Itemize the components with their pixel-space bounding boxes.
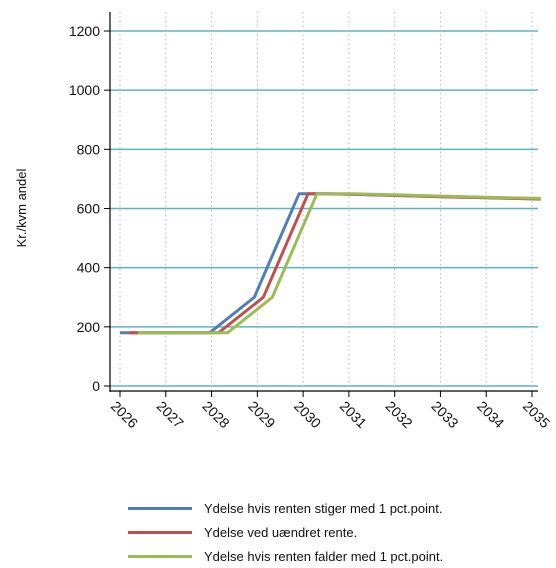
x-tick-label-2032: 2032	[383, 398, 416, 431]
legend-label: Ydelse ved uændret rente.	[204, 524, 358, 540]
series-line-3	[137, 192, 542, 335]
x-tick-labels: 2026 2027 2028 2029 2030 2031 2032 2033 2034 2035	[108, 391, 553, 431]
legend-label: Ydelse hvis renten stiger med 1 pct.poin…	[204, 500, 443, 516]
y-tick-label-600: 600	[77, 201, 101, 217]
x-tick-label-2029: 2029	[245, 398, 278, 431]
y-tick-labels: 0 200 400 600 800 1000 1200	[69, 23, 110, 394]
legend-label: Ydelse hvis renten falder med 1 pct.poin…	[204, 548, 444, 564]
x-tick-label-2031: 2031	[337, 398, 370, 431]
horizontal-gridlines	[110, 30, 538, 387]
vertical-gridlines	[119, 12, 533, 391]
x-tick-label-2033: 2033	[428, 398, 461, 431]
y-axis-label: Kr./kvm andel	[14, 169, 29, 248]
legend: Ydelse hvis renten stiger med 1 pct.poin…	[128, 496, 443, 568]
y-tick-label-400: 400	[77, 260, 101, 276]
y-tick-label-1200: 1200	[69, 23, 100, 39]
axes	[109, 12, 538, 392]
y-tick-label-1000: 1000	[69, 82, 100, 98]
y-tick-label-200: 200	[77, 319, 101, 335]
x-tick-label-2026: 2026	[108, 398, 141, 431]
series-lines	[120, 192, 542, 335]
y-tick-label-0: 0	[92, 378, 100, 394]
x-tick-label-2035: 2035	[520, 398, 553, 431]
legend-swatch	[128, 554, 192, 558]
y-tick-label-800: 800	[77, 141, 101, 157]
x-tick-label-2027: 2027	[154, 398, 187, 431]
legend-swatch	[128, 530, 192, 534]
x-tick-label-2028: 2028	[199, 398, 232, 431]
series-line-1	[120, 192, 542, 335]
legend-item-3: Ydelse hvis renten falder med 1 pct.poin…	[128, 544, 443, 568]
legend-swatch	[128, 506, 192, 510]
x-tick-label-2034: 2034	[474, 398, 507, 431]
series-line-2	[129, 192, 542, 335]
x-tick-label-2030: 2030	[291, 398, 324, 431]
legend-item-2: Ydelse ved uændret rente.	[128, 520, 443, 544]
legend-item-1: Ydelse hvis renten stiger med 1 pct.poin…	[128, 496, 443, 520]
